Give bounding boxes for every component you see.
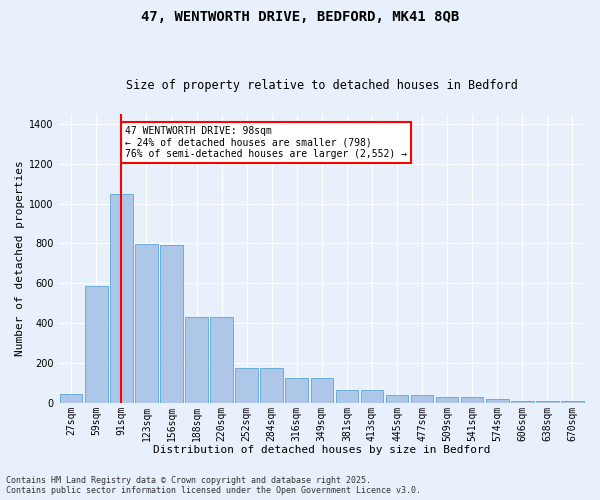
Text: Contains HM Land Registry data © Crown copyright and database right 2025.
Contai: Contains HM Land Registry data © Crown c… — [6, 476, 421, 495]
Title: Size of property relative to detached houses in Bedford: Size of property relative to detached ho… — [126, 79, 518, 92]
Y-axis label: Number of detached properties: Number of detached properties — [15, 160, 25, 356]
Bar — [260, 368, 283, 403]
Bar — [85, 286, 107, 403]
Bar — [185, 317, 208, 403]
Bar — [335, 390, 358, 403]
Bar — [436, 397, 458, 403]
Bar — [135, 244, 158, 403]
Bar — [511, 401, 533, 403]
Text: 47 WENTWORTH DRIVE: 98sqm
← 24% of detached houses are smaller (798)
76% of semi: 47 WENTWORTH DRIVE: 98sqm ← 24% of detac… — [125, 126, 407, 159]
Bar — [110, 194, 133, 403]
Bar — [411, 395, 433, 403]
X-axis label: Distribution of detached houses by size in Bedford: Distribution of detached houses by size … — [153, 445, 491, 455]
Bar — [461, 397, 484, 403]
Bar — [160, 246, 183, 403]
Bar — [235, 368, 258, 403]
Bar — [361, 390, 383, 403]
Bar — [60, 394, 82, 403]
Bar — [286, 378, 308, 403]
Bar — [210, 317, 233, 403]
Text: 47, WENTWORTH DRIVE, BEDFORD, MK41 8QB: 47, WENTWORTH DRIVE, BEDFORD, MK41 8QB — [141, 10, 459, 24]
Bar — [561, 401, 584, 403]
Bar — [536, 401, 559, 403]
Bar — [311, 378, 333, 403]
Bar — [486, 399, 509, 403]
Bar — [386, 395, 408, 403]
